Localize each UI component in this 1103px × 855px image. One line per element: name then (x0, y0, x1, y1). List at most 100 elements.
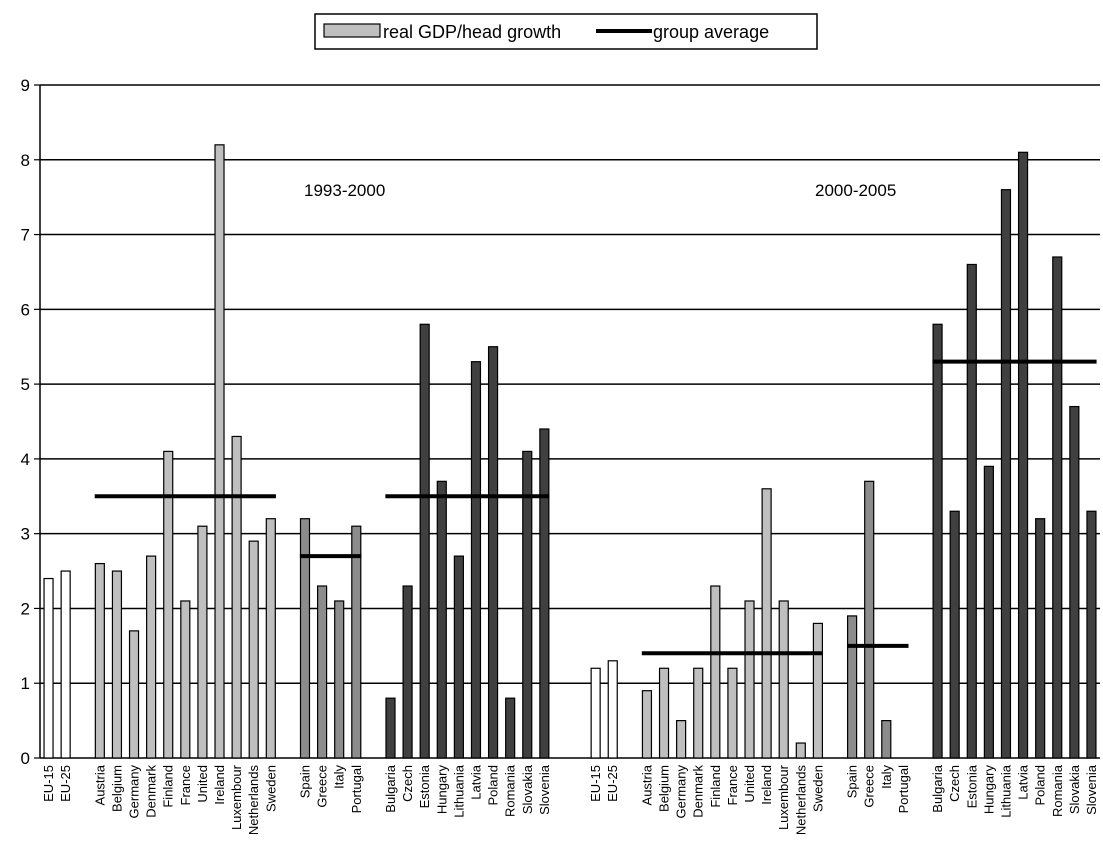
y-tick-label: 1 (21, 674, 30, 693)
bar (335, 601, 344, 758)
x-category-label: United (742, 765, 757, 803)
x-category-label: Hungary (434, 765, 449, 815)
bar (865, 481, 874, 758)
bar (762, 489, 771, 758)
bar (1070, 407, 1079, 758)
bar (420, 324, 429, 758)
y-tick-label: 4 (21, 450, 30, 469)
x-category-label: United (195, 765, 210, 803)
bar (437, 481, 446, 758)
x-category-label: Italy (332, 765, 347, 789)
x-category-label: Latvia (468, 764, 483, 799)
x-category-label: Ireland (759, 765, 774, 805)
bar (711, 586, 720, 758)
bar (386, 698, 395, 758)
x-category-label: Slovakia (520, 764, 535, 814)
period-annotations: 1993-2000 2000-2005 (304, 181, 896, 200)
x-category-label: Slovenia (537, 764, 552, 815)
legend-bar-label: real GDP/head growth (383, 22, 561, 42)
bar (591, 668, 600, 758)
x-category-label: Finland (708, 765, 723, 808)
x-category-label: Portugal (349, 765, 364, 814)
x-category-label: Greece (862, 765, 877, 808)
legend: real GDP/head growth group average (315, 14, 817, 49)
x-category-label: Germany (674, 765, 689, 819)
x-category-label: EU-15 (41, 765, 56, 802)
x-category-label: EU-15 (588, 765, 603, 802)
bar (249, 541, 258, 758)
legend-bar-swatch (324, 24, 380, 37)
bar (608, 661, 617, 758)
x-category-label: Belgium (109, 765, 124, 812)
x-category-label: Sweden (263, 765, 278, 812)
bar (44, 579, 53, 758)
bar (779, 601, 788, 758)
x-category-label: Luxembour (229, 764, 244, 830)
x-category-label: Romania (1050, 764, 1065, 817)
x-category-label: Spain (298, 765, 313, 798)
period-label-1993-2000: 1993-2000 (304, 181, 385, 200)
x-category-label: Austria (92, 764, 107, 805)
x-category-label: Lithuania (998, 764, 1013, 818)
bar (660, 668, 669, 758)
x-category-label: Portugal (896, 765, 911, 814)
bar (1036, 519, 1045, 758)
bar (215, 145, 224, 758)
y-tick-label: 0 (21, 749, 30, 768)
bar (403, 586, 412, 758)
y-tick-label: 9 (21, 76, 30, 95)
x-category-label: Spain (845, 765, 860, 798)
x-category-label: Estonia (417, 764, 432, 808)
bar (642, 691, 651, 758)
bar (352, 526, 361, 758)
bar (471, 362, 480, 758)
x-category-label: Lithuania (451, 764, 466, 818)
x-category-label: Czech (400, 765, 415, 802)
x-category-label: Poland (1033, 765, 1048, 805)
bar (266, 519, 275, 758)
bar (984, 466, 993, 758)
bar (1019, 152, 1028, 758)
x-category-label: Luxembour (776, 764, 791, 830)
bar (728, 668, 737, 758)
x-category-label: Ireland (212, 765, 227, 805)
bar (694, 668, 703, 758)
x-category-label: Belgium (657, 765, 672, 812)
y-tick-label: 2 (21, 599, 30, 618)
bar (848, 616, 857, 758)
bar (882, 721, 891, 758)
x-category-label: Romania (503, 764, 518, 817)
bar (489, 347, 498, 758)
bar (813, 623, 822, 758)
x-category-label: EU-25 (58, 765, 73, 802)
bar (950, 511, 959, 758)
bar (506, 698, 515, 758)
bar (933, 324, 942, 758)
x-category-label: Slovenia (1084, 764, 1099, 815)
y-tick-label: 8 (21, 151, 30, 170)
bar (796, 743, 805, 758)
x-category-label: Denmark (144, 765, 159, 818)
x-category-label: Estonia (964, 764, 979, 808)
x-category-label: Bulgaria (930, 764, 945, 812)
bar (95, 564, 104, 758)
x-category-label: Latvia (1016, 764, 1031, 799)
x-category-label: Bulgaria (383, 764, 398, 812)
bar (454, 556, 463, 758)
x-category-label: Netherlands (246, 765, 261, 836)
x-category-label: Czech (947, 765, 962, 802)
x-category-label: Greece (315, 765, 330, 808)
period-label-2000-2005: 2000-2005 (815, 181, 896, 200)
x-category-label: France (178, 765, 193, 805)
y-tick-label: 5 (21, 375, 30, 394)
group-averages (95, 362, 1097, 654)
x-category-label: Italy (879, 765, 894, 789)
x-category-label: France (725, 765, 740, 805)
x-category-label: Slovakia (1067, 764, 1082, 814)
bar (130, 631, 139, 758)
bars (44, 145, 1096, 758)
bar (181, 601, 190, 758)
y-tick-label: 3 (21, 525, 30, 544)
bar (967, 264, 976, 758)
